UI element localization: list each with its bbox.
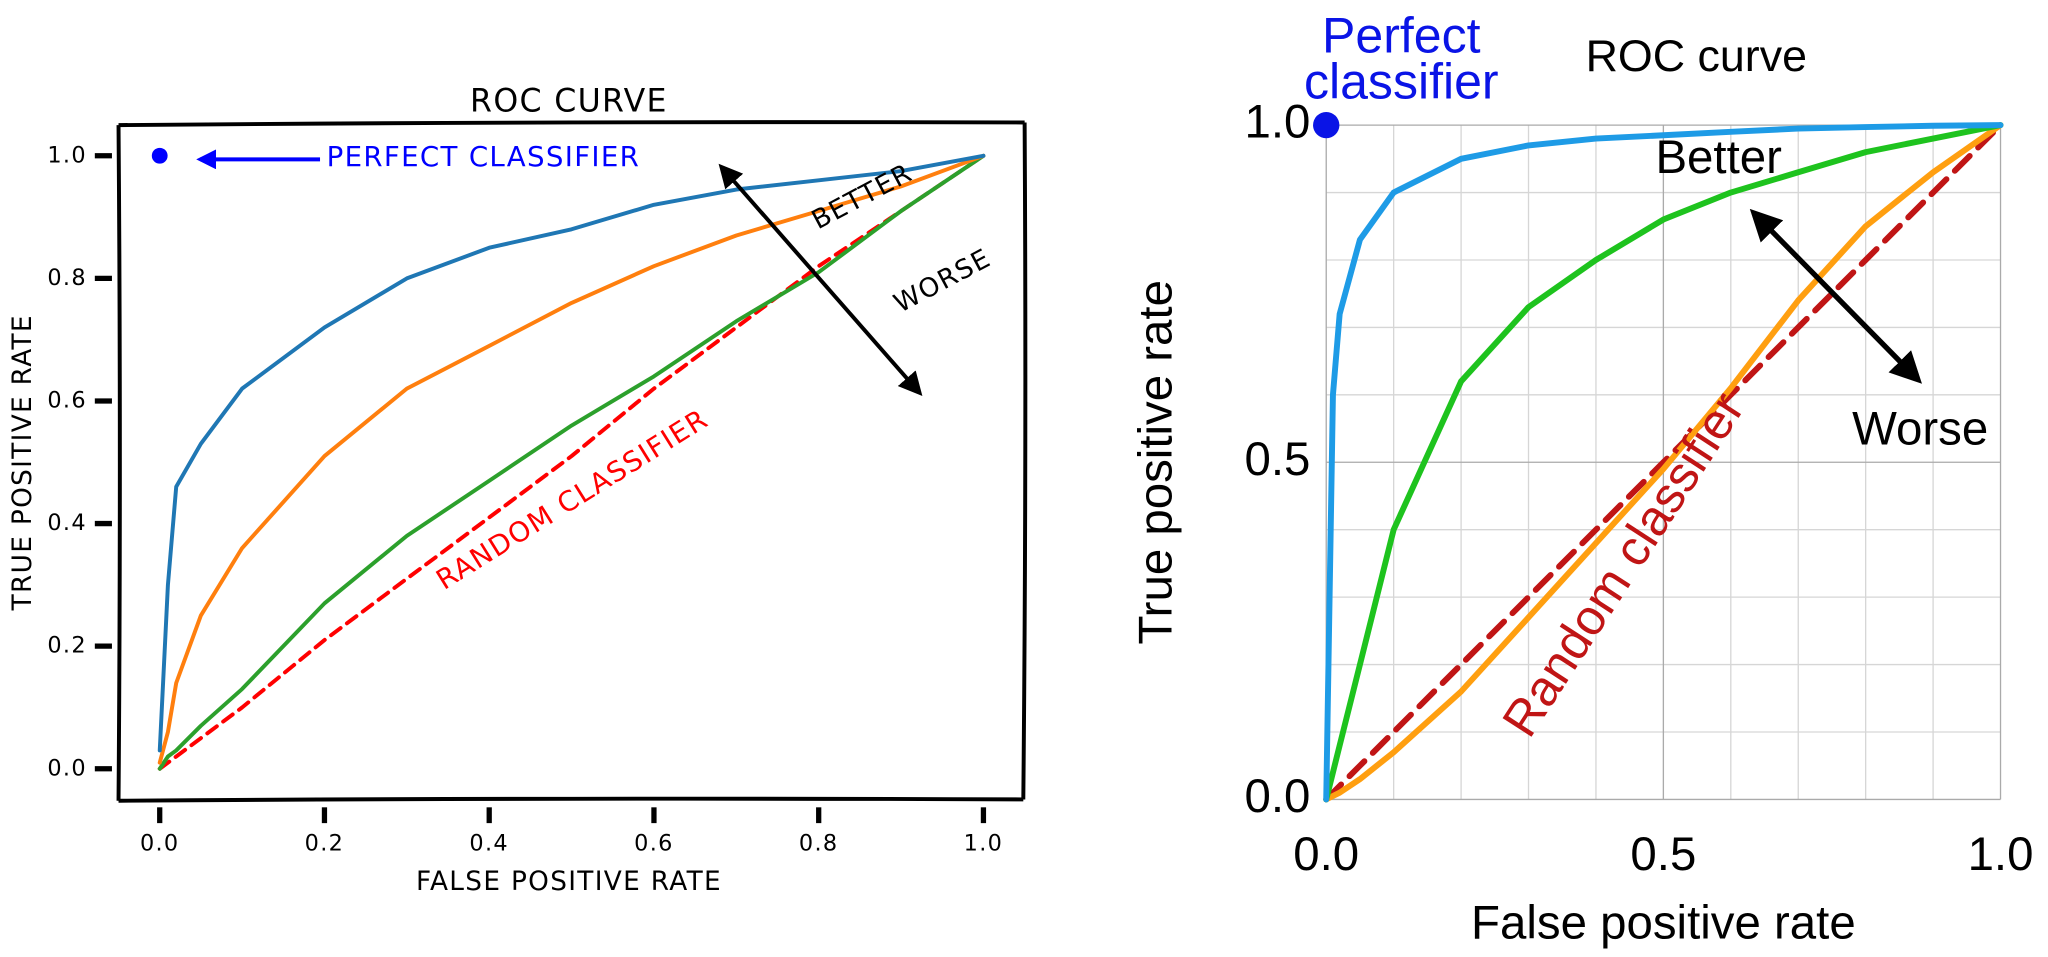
annotation: BETTER <box>807 158 918 236</box>
x-tick-label: 0.0 <box>140 831 180 857</box>
annotation: Worse <box>1852 403 1988 456</box>
roc-curve <box>1323 122 2004 803</box>
x-tick-label: 0.0 <box>1293 828 1359 881</box>
x-tick-label: 0.6 <box>634 831 674 857</box>
roc-curve <box>157 153 986 771</box>
annotation: WORSE <box>889 244 996 320</box>
annotation-arrow <box>718 163 923 397</box>
y-axis-label: TRUE POSITIVE RATE <box>8 314 38 611</box>
x-tick-label: 1.0 <box>1968 828 2034 881</box>
annotation: PERFECT CLASSIFIER <box>327 140 641 173</box>
perfect-point <box>151 147 168 164</box>
annotation: Better <box>1655 131 1781 184</box>
chart-title: ROC CURVE <box>470 84 668 120</box>
perfect-point <box>1313 111 1340 139</box>
x-axis-label: FALSE POSITIVE RATE <box>416 867 722 897</box>
roc-curve <box>157 153 986 753</box>
annotation: RANDOM CLASSIFIER <box>430 402 714 596</box>
y-tick-label: 1.0 <box>1245 96 1311 149</box>
axes-frame <box>116 120 1028 803</box>
y-tick-label: 0.6 <box>47 387 87 413</box>
x-tick-label: 1.0 <box>964 831 1004 857</box>
chart: 0.0 0.5 1.0 0.0 0.5 1.0 ROC curve False positiv… <box>1129 8 2033 950</box>
roc-curve <box>1323 122 2004 803</box>
chart: 0.0 0.2 0.4 0.6 0.8 1.0 0.0 0.2 0.4 0.6 0.8 1.0 ROC … <box>8 84 1028 897</box>
y-tick-label: 0.0 <box>1245 770 1311 823</box>
chart-title: ROC curve <box>1586 31 1807 81</box>
x-tick-label: 0.8 <box>799 831 839 857</box>
y-tick-label: 0.0 <box>47 755 87 781</box>
y-axis-label: True positive rate <box>1129 280 1182 644</box>
annotation: Random classifier <box>1492 382 1756 746</box>
annotation-arrow <box>1749 208 1922 384</box>
y-tick-label: 1.0 <box>47 142 87 168</box>
x-axis-label: False positive rate <box>1471 896 1856 949</box>
y-tick-label: 0.8 <box>47 265 87 291</box>
annotation: Perfect classifier <box>1304 8 1499 110</box>
x-tick-label: 0.4 <box>469 831 509 857</box>
x-tick-label: 0.5 <box>1630 828 1696 881</box>
y-tick-label: 0.2 <box>47 633 87 659</box>
y-tick-label: 0.5 <box>1245 433 1311 486</box>
roc-curve <box>157 153 986 771</box>
x-tick-label: 0.2 <box>305 831 345 857</box>
y-tick-label: 0.4 <box>47 510 87 536</box>
